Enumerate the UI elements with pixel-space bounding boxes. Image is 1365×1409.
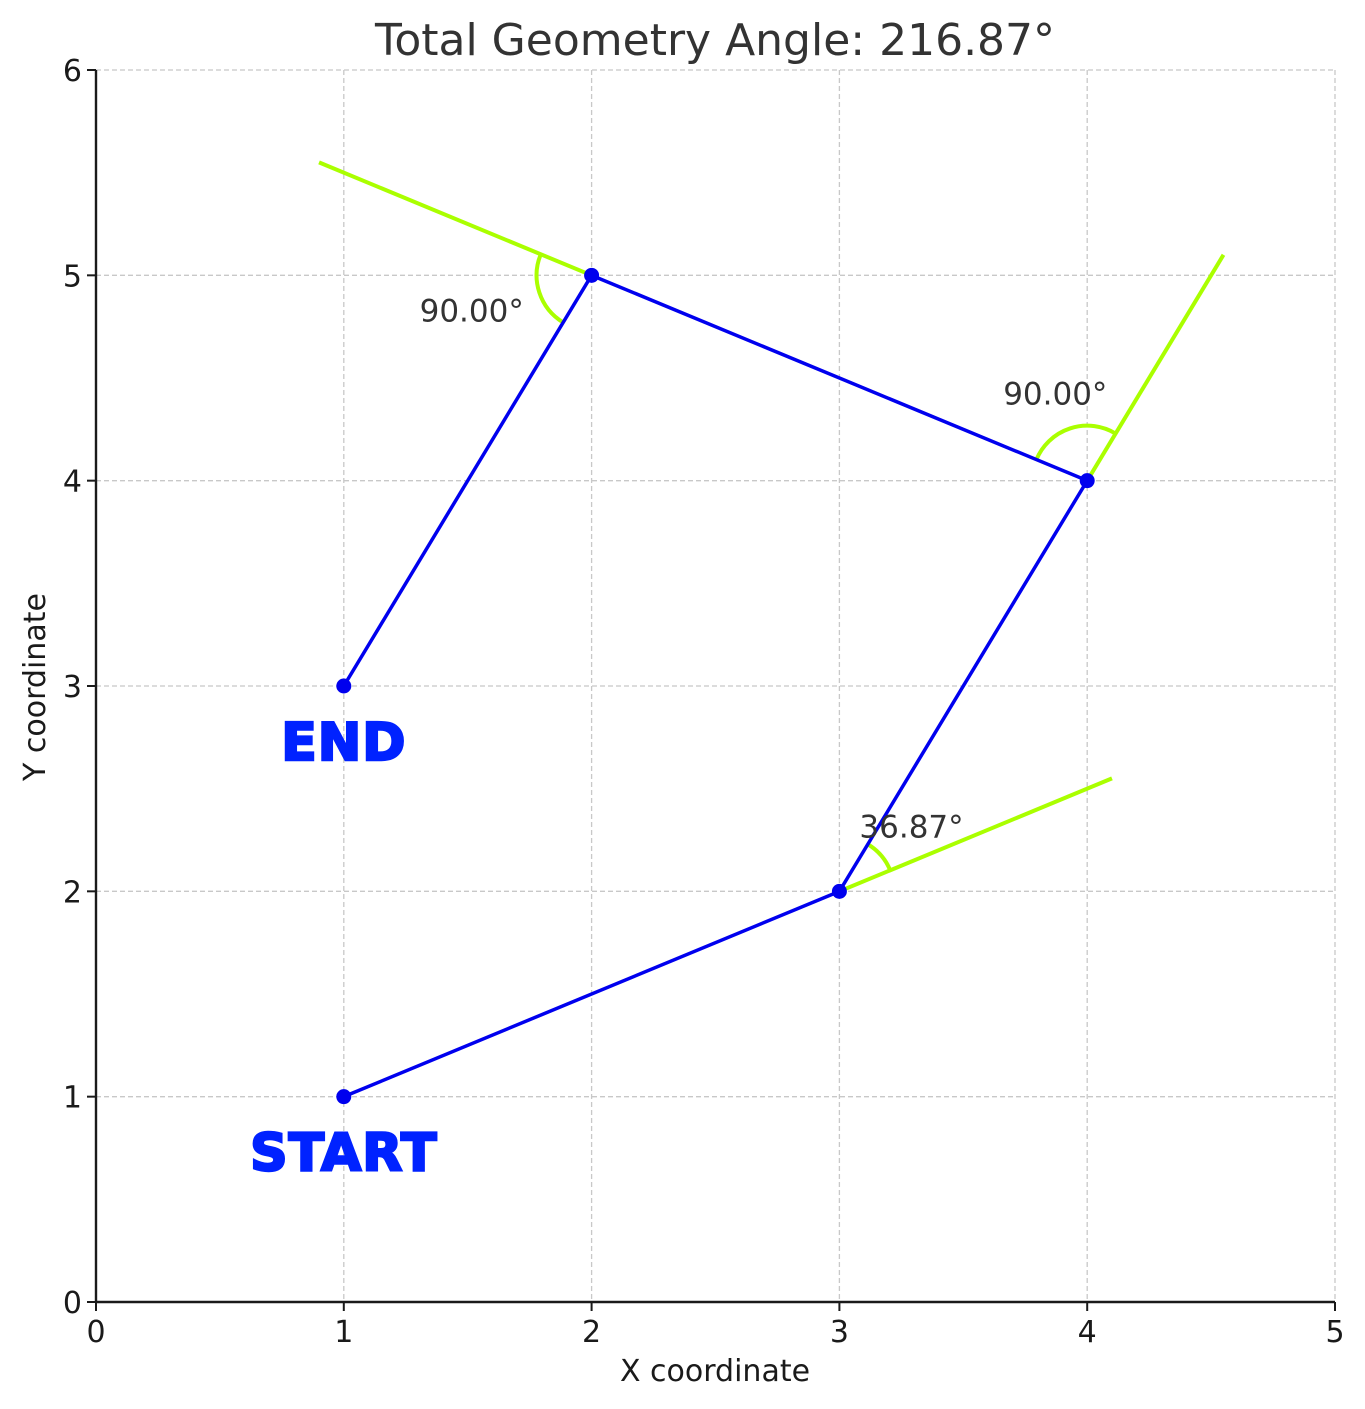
path-point bbox=[336, 1089, 352, 1105]
angle-arc bbox=[1034, 423, 1117, 461]
angle-label: 90.00° bbox=[420, 293, 524, 329]
angle-arcs bbox=[534, 253, 1117, 872]
marker-labels: START END bbox=[249, 712, 438, 1185]
path-point bbox=[584, 267, 600, 283]
extension-lines bbox=[318, 160, 1226, 894]
y-tick-label: 0 bbox=[63, 1286, 82, 1321]
x-axis-label: X coordinate bbox=[620, 1354, 810, 1389]
x-tick-label: 5 bbox=[1325, 1315, 1344, 1350]
angle-arc bbox=[534, 253, 565, 325]
marker-label-end: END bbox=[281, 713, 406, 773]
y-tick-label: 5 bbox=[63, 259, 82, 294]
angle-labels: 36.87° 90.00° 90.00° bbox=[420, 293, 1108, 845]
path-segments bbox=[342, 273, 1089, 1099]
y-tick-label: 3 bbox=[63, 670, 82, 705]
y-tick-label: 4 bbox=[63, 465, 82, 500]
y-axis-label: Y coordinate bbox=[18, 593, 53, 782]
x-tick-label: 3 bbox=[830, 1315, 849, 1350]
path-segment bbox=[590, 273, 1088, 483]
path-point bbox=[1079, 473, 1095, 489]
angle-label: 36.87° bbox=[859, 809, 963, 845]
y-tick-label: 6 bbox=[63, 54, 82, 89]
x-tick-label: 0 bbox=[86, 1315, 105, 1350]
angle-arc bbox=[866, 842, 893, 872]
path-segment bbox=[837, 479, 1089, 893]
angle-label: 90.00° bbox=[1003, 377, 1107, 413]
path-points bbox=[336, 267, 1095, 1105]
extension-line bbox=[318, 160, 593, 278]
grid bbox=[96, 69, 1336, 1302]
path-segment bbox=[342, 274, 594, 687]
ticks: 0 1 2 3 4 5 0 1 2 3 4 5 6 bbox=[63, 54, 1345, 1350]
extension-line bbox=[838, 776, 1113, 894]
x-tick-label: 2 bbox=[582, 1315, 601, 1350]
extension-line bbox=[1085, 253, 1226, 482]
y-tick-label: 2 bbox=[63, 875, 82, 910]
y-tick-label: 1 bbox=[63, 1081, 82, 1116]
x-tick-label: 4 bbox=[1078, 1315, 1097, 1350]
path-point bbox=[831, 883, 847, 899]
x-tick-label: 1 bbox=[334, 1315, 353, 1350]
marker-label-start: START bbox=[250, 1124, 437, 1184]
chart-title: Total Geometry Angle: 216.87° bbox=[374, 15, 1055, 66]
path-point bbox=[336, 678, 352, 694]
path-segment bbox=[343, 889, 841, 1099]
